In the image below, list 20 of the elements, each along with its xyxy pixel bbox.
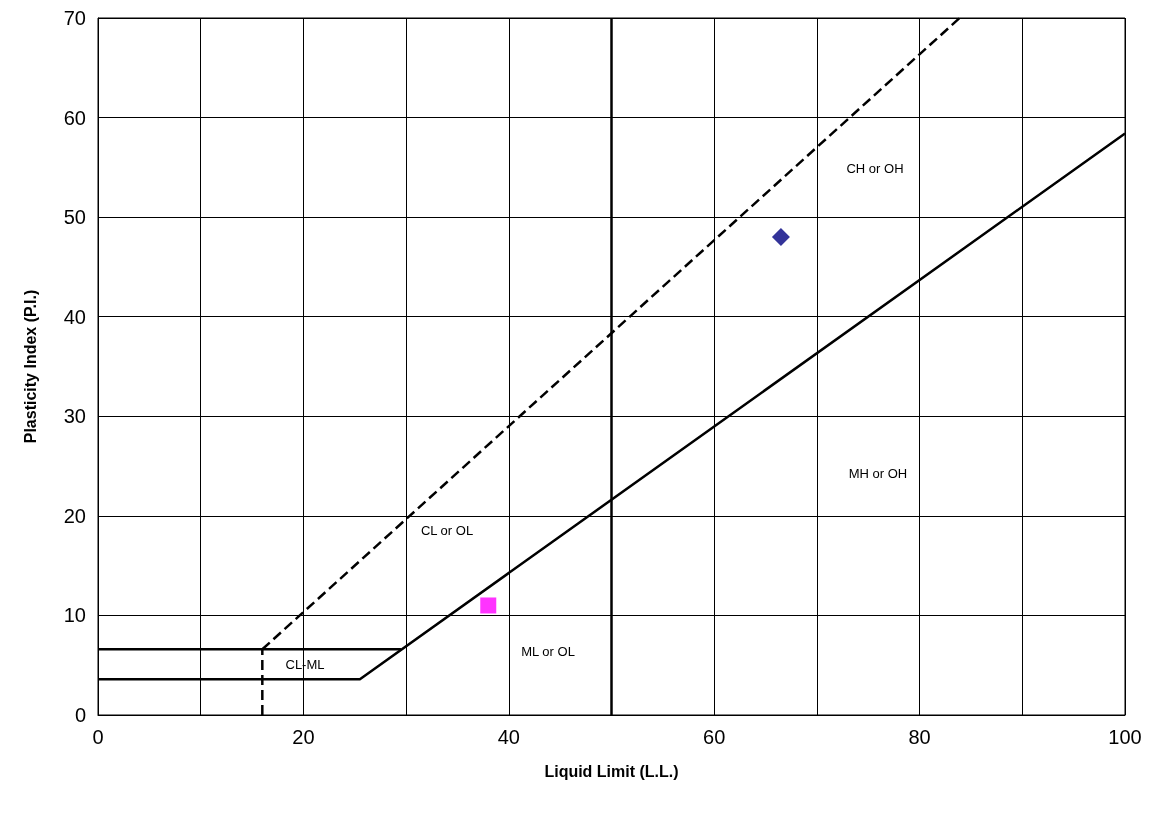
y-tick-label: 60 bbox=[63, 106, 86, 129]
x-axis-title: Liquid Limit (L.L.) bbox=[544, 762, 679, 780]
y-tick-label: 20 bbox=[63, 504, 86, 527]
y-tick-label: 30 bbox=[63, 405, 86, 428]
annotation: MH or OH bbox=[848, 465, 908, 481]
x-tick-label: 80 bbox=[908, 726, 931, 748]
y-axis-title: Plasticity Index (P.I.) bbox=[21, 289, 39, 444]
y-tick-label: 50 bbox=[63, 206, 86, 229]
annotation: ML or OL bbox=[521, 643, 575, 659]
y-tick-label: 70 bbox=[63, 7, 86, 29]
x-tick-label: 20 bbox=[292, 726, 315, 748]
annotation: CH or OH bbox=[846, 160, 904, 176]
x-tick-label: 100 bbox=[1108, 726, 1142, 748]
annotation: CL or OL bbox=[420, 522, 474, 538]
x-tick-label: 40 bbox=[497, 726, 520, 748]
y-tick-label: 40 bbox=[63, 305, 86, 328]
y-tick-label: 0 bbox=[74, 704, 86, 726]
y-tick-label: 10 bbox=[63, 604, 86, 627]
x-tick-label: 0 bbox=[92, 726, 104, 748]
x-tick-label: 60 bbox=[703, 726, 726, 748]
